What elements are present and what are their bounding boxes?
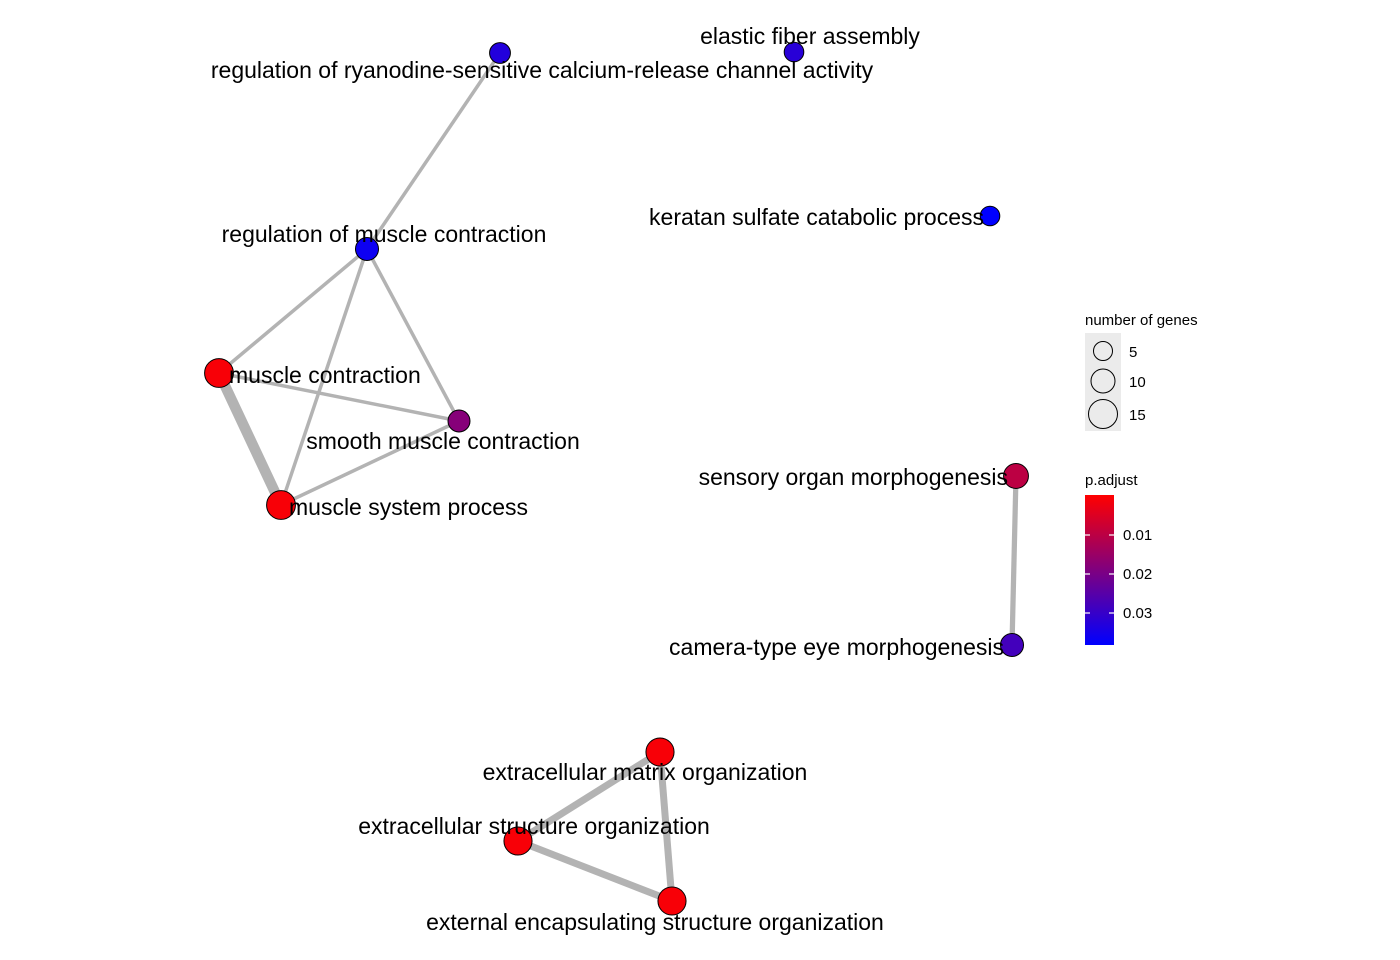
node-label-ecs: extracellular structure organization (358, 813, 710, 839)
node-label-ecm: extracellular matrix organization (483, 759, 808, 785)
edge-smc-msp (280, 419, 460, 507)
color-legend-label-0.03: 0.03 (1123, 605, 1152, 622)
edge-ecm-ecs (516, 749, 662, 844)
nodes (204, 41, 1029, 916)
node-camera[interactable] (999, 632, 1025, 658)
size-key-15 (1088, 399, 1118, 429)
size-legend-label-5: 5 (1129, 344, 1137, 361)
color-legend-title: p.adjust (1085, 472, 1138, 489)
node-ees[interactable] (657, 886, 687, 916)
edge-ecm-ees (656, 751, 676, 902)
node-label-ees: external encapsulating structure organiz… (426, 909, 884, 935)
node-ecs[interactable] (503, 826, 533, 856)
color-bar (1085, 495, 1114, 645)
edge-ecs-ees (516, 837, 674, 905)
node-keratan[interactable] (979, 205, 1001, 227)
edge-mc-msp (214, 370, 286, 508)
edge-regmc-mc (217, 247, 369, 375)
size-key-10 (1090, 368, 1116, 394)
color-legend-label-0.01: 0.01 (1123, 527, 1152, 544)
color-legend-label-0.02: 0.02 (1123, 566, 1152, 583)
size-legend-label-10: 10 (1129, 374, 1146, 391)
node-label-msp: muscle system process (289, 494, 528, 520)
edges (214, 52, 1019, 905)
node-regmc[interactable] (354, 236, 380, 262)
edge-regmc-smc (365, 248, 461, 422)
node-label-elastic: elastic fiber assembly (700, 23, 920, 49)
node-sensory[interactable] (1003, 463, 1029, 489)
edge-sensory-camera (1009, 475, 1019, 646)
color-bar-ticks (1085, 534, 1114, 614)
node-label-regmc: regulation of muscle contraction (222, 221, 547, 247)
edge-regmc-msp (279, 248, 369, 506)
size-key-5 (1093, 341, 1113, 361)
node-label-camera: camera-type eye morphogenesis (669, 634, 1004, 660)
edge-ryr-regmc (365, 52, 502, 250)
node-labels: regulation of ryanodine-sensitive calciu… (211, 23, 1008, 935)
edge-mc-smc (218, 371, 460, 423)
node-label-mc: muscle contraction (229, 362, 421, 388)
node-mc[interactable] (204, 358, 234, 388)
node-msp[interactable] (266, 490, 296, 520)
size-legend: number of genes 5 10 15 (1085, 312, 1198, 431)
node-label-ryr: regulation of ryanodine-sensitive calciu… (211, 57, 874, 83)
node-smc[interactable] (447, 409, 471, 433)
node-elastic[interactable] (783, 41, 805, 63)
node-label-smc: smooth muscle contraction (306, 428, 580, 454)
color-legend: p.adjust 0.01 0.02 0.03 (1085, 472, 1152, 645)
node-ecm[interactable] (645, 737, 675, 767)
size-legend-label-15: 15 (1129, 407, 1146, 424)
size-legend-title: number of genes (1085, 312, 1198, 329)
node-ryr[interactable] (489, 42, 511, 64)
node-label-keratan: keratan sulfate catabolic process (649, 204, 984, 230)
node-label-sensory: sensory organ morphogenesis (699, 464, 1008, 490)
